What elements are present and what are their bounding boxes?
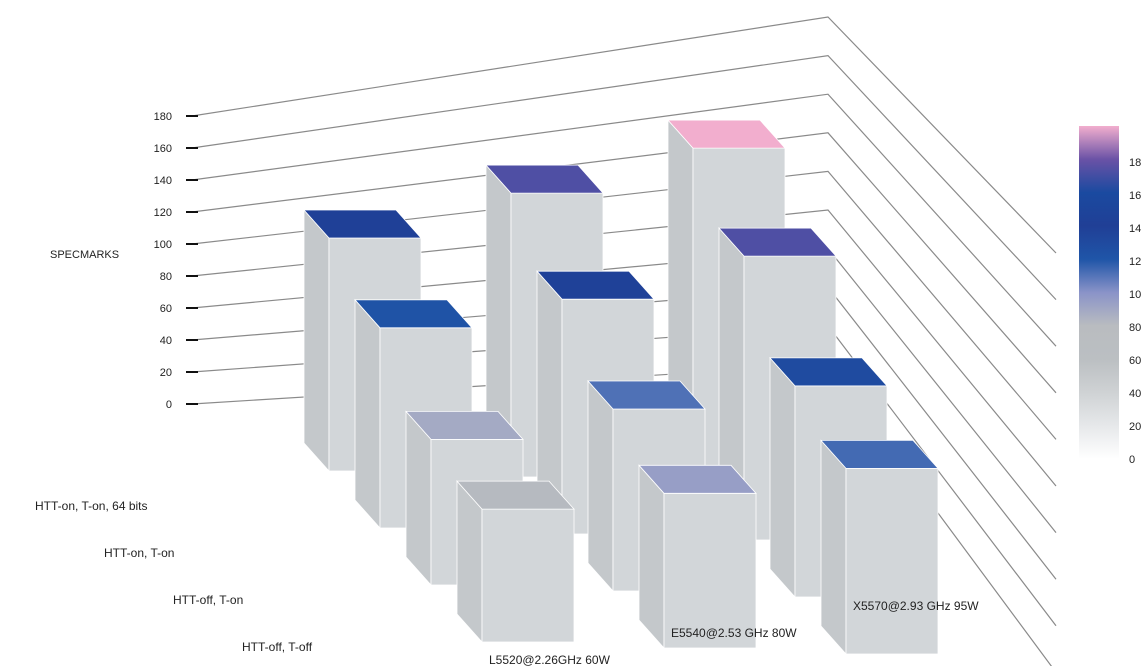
- bar-front: [481, 508, 575, 643]
- bar-top: [536, 270, 655, 300]
- config-label: HTT-on, T-on, 64 bits: [35, 499, 148, 513]
- config-label: HTT-off, T-on: [173, 593, 243, 607]
- bar-front: [663, 492, 757, 649]
- color-scale-tick: 60: [1129, 355, 1141, 367]
- color-scale-tick: 10: [1129, 289, 1141, 301]
- bar-front: [845, 467, 939, 655]
- bar-top: [485, 164, 604, 194]
- bar-side: [354, 298, 381, 530]
- color-scale-tick: 40: [1129, 388, 1141, 400]
- color-scale-tick: 16: [1129, 190, 1141, 202]
- color-scale-legend: 0 20 40 60 80 10 12 14 16 18: [1079, 126, 1141, 466]
- y-tick-label: 40: [160, 335, 172, 347]
- processor-label: X5570@2.93 GHz 95W: [853, 599, 979, 613]
- color-scale-tick: 0: [1129, 454, 1135, 466]
- color-scale-bar: [1079, 126, 1119, 459]
- y-tick-label: 100: [154, 239, 172, 251]
- bar-top: [820, 439, 939, 469]
- y-tick-label: 180: [154, 111, 172, 123]
- bar-top: [303, 209, 422, 239]
- y-tick-label: 160: [154, 143, 172, 155]
- bar: [820, 439, 939, 656]
- color-scale-tick: 18: [1129, 157, 1141, 169]
- y-tick-label: 80: [160, 271, 172, 283]
- y-tick-label: 120: [154, 207, 172, 219]
- bar: [638, 464, 757, 650]
- y-tick-label: 20: [160, 367, 172, 379]
- y-axis-title: SPECMARKS: [50, 249, 119, 261]
- y-axis: 0 20 40 60 80 100 120 140 160 180: [154, 111, 198, 411]
- bar-top: [638, 464, 757, 494]
- bars: [303, 119, 939, 656]
- color-scale-tick: 20: [1129, 421, 1141, 433]
- bar-top: [456, 480, 575, 510]
- bar-top: [587, 380, 706, 410]
- config-label: HTT-off, T-off: [242, 640, 313, 654]
- bar-top: [354, 299, 473, 329]
- bar-side: [587, 379, 614, 593]
- bar-top: [405, 410, 524, 440]
- color-scale-tick: 14: [1129, 223, 1141, 235]
- bar-side: [638, 464, 665, 650]
- processor-label: L5520@2.26GHz 60W: [489, 653, 611, 666]
- gridline: [191, 54, 1057, 301]
- config-label: HTT-on, T-on: [104, 546, 174, 560]
- y-tick-label: 140: [154, 175, 172, 187]
- color-scale-tick: 80: [1129, 322, 1141, 334]
- y-tick-label: 0: [166, 399, 172, 411]
- gridline: [191, 132, 1057, 394]
- gridline: [191, 16, 1057, 254]
- bar-top: [769, 357, 888, 387]
- gridline: [191, 93, 1057, 347]
- category-labels: HTT-on, T-on, 64 bits HTT-on, T-on HTT-off…: [35, 499, 979, 666]
- bar-top: [667, 119, 786, 149]
- bar-side: [303, 208, 330, 473]
- bar-side: [769, 356, 796, 599]
- bar: [456, 480, 575, 644]
- y-tick-label: 60: [160, 303, 172, 315]
- bar-top: [718, 227, 837, 257]
- color-scale-tick: 12: [1129, 256, 1141, 268]
- bar-side: [820, 439, 847, 656]
- bar-side: [405, 410, 432, 587]
- processor-label: E5540@2.53 GHz 80W: [671, 626, 797, 640]
